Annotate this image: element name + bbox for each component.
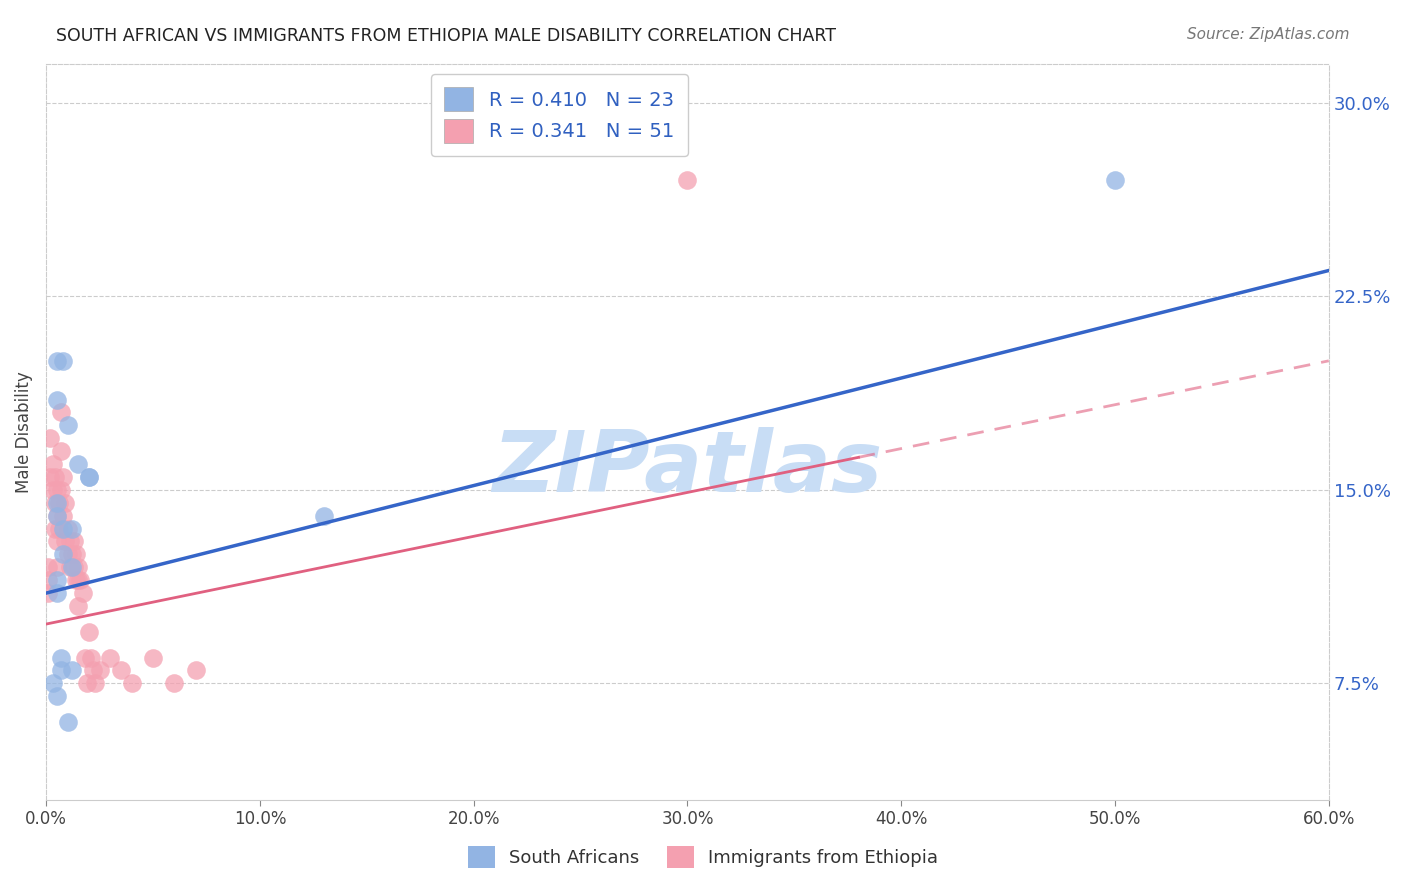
Point xyxy=(67,457,90,471)
Point xyxy=(39,470,62,484)
Point xyxy=(56,418,79,433)
Point xyxy=(82,664,104,678)
Text: SOUTH AFRICAN VS IMMIGRANTS FROM ETHIOPIA MALE DISABILITY CORRELATION CHART: SOUTH AFRICAN VS IMMIGRANTS FROM ETHIOPI… xyxy=(56,27,837,45)
Point xyxy=(65,547,87,561)
Text: ZIPatlas: ZIPatlas xyxy=(492,427,883,510)
Point xyxy=(142,650,165,665)
Point xyxy=(49,444,72,458)
Point xyxy=(60,522,83,536)
Point xyxy=(77,470,100,484)
Point xyxy=(80,650,103,665)
Point xyxy=(56,522,79,536)
Point xyxy=(84,676,107,690)
Point xyxy=(73,650,96,665)
Point xyxy=(59,560,82,574)
Point xyxy=(45,508,67,523)
Legend: R = 0.410   N = 23, R = 0.341   N = 51: R = 0.410 N = 23, R = 0.341 N = 51 xyxy=(430,74,688,156)
Point xyxy=(76,676,98,690)
Point xyxy=(63,534,86,549)
Point xyxy=(45,392,67,407)
Point xyxy=(45,573,67,587)
Point xyxy=(45,560,67,574)
Point xyxy=(52,508,75,523)
Point xyxy=(67,599,90,613)
Point xyxy=(45,534,67,549)
Point xyxy=(52,522,75,536)
Point xyxy=(1104,173,1126,187)
Point xyxy=(67,573,90,587)
Point xyxy=(676,173,699,187)
Point xyxy=(44,522,66,536)
Point xyxy=(37,560,59,574)
Point xyxy=(45,354,67,368)
Point xyxy=(44,496,66,510)
Point xyxy=(45,586,67,600)
Point xyxy=(37,573,59,587)
Point xyxy=(89,664,111,678)
Point xyxy=(45,496,67,510)
Point xyxy=(121,676,143,690)
Y-axis label: Male Disability: Male Disability xyxy=(15,371,32,492)
Point xyxy=(49,650,72,665)
Point xyxy=(110,664,132,678)
Point xyxy=(69,573,91,587)
Point xyxy=(52,547,75,561)
Point xyxy=(44,470,66,484)
Point xyxy=(60,664,83,678)
Point xyxy=(39,431,62,445)
Point xyxy=(45,690,67,704)
Point xyxy=(52,354,75,368)
Point xyxy=(60,560,83,574)
Point xyxy=(55,534,77,549)
Point xyxy=(48,496,70,510)
Point xyxy=(60,547,83,561)
Point xyxy=(49,405,72,419)
Point xyxy=(49,664,72,678)
Point xyxy=(163,676,186,690)
Point xyxy=(184,664,207,678)
Point xyxy=(45,508,67,523)
Point xyxy=(65,573,87,587)
Point xyxy=(55,496,77,510)
Point xyxy=(41,676,63,690)
Point xyxy=(72,586,94,600)
Point xyxy=(63,560,86,574)
Legend: South Africans, Immigrants from Ethiopia: South Africans, Immigrants from Ethiopia xyxy=(457,835,949,879)
Point xyxy=(56,547,79,561)
Point xyxy=(77,624,100,639)
Point xyxy=(41,483,63,497)
Point xyxy=(41,457,63,471)
Point xyxy=(67,560,90,574)
Point xyxy=(314,508,336,523)
Point xyxy=(49,483,72,497)
Point xyxy=(45,483,67,497)
Point xyxy=(98,650,121,665)
Point xyxy=(52,470,75,484)
Point xyxy=(59,534,82,549)
Point xyxy=(56,715,79,730)
Point xyxy=(77,470,100,484)
Point xyxy=(37,586,59,600)
Point xyxy=(48,522,70,536)
Text: Source: ZipAtlas.com: Source: ZipAtlas.com xyxy=(1187,27,1350,42)
